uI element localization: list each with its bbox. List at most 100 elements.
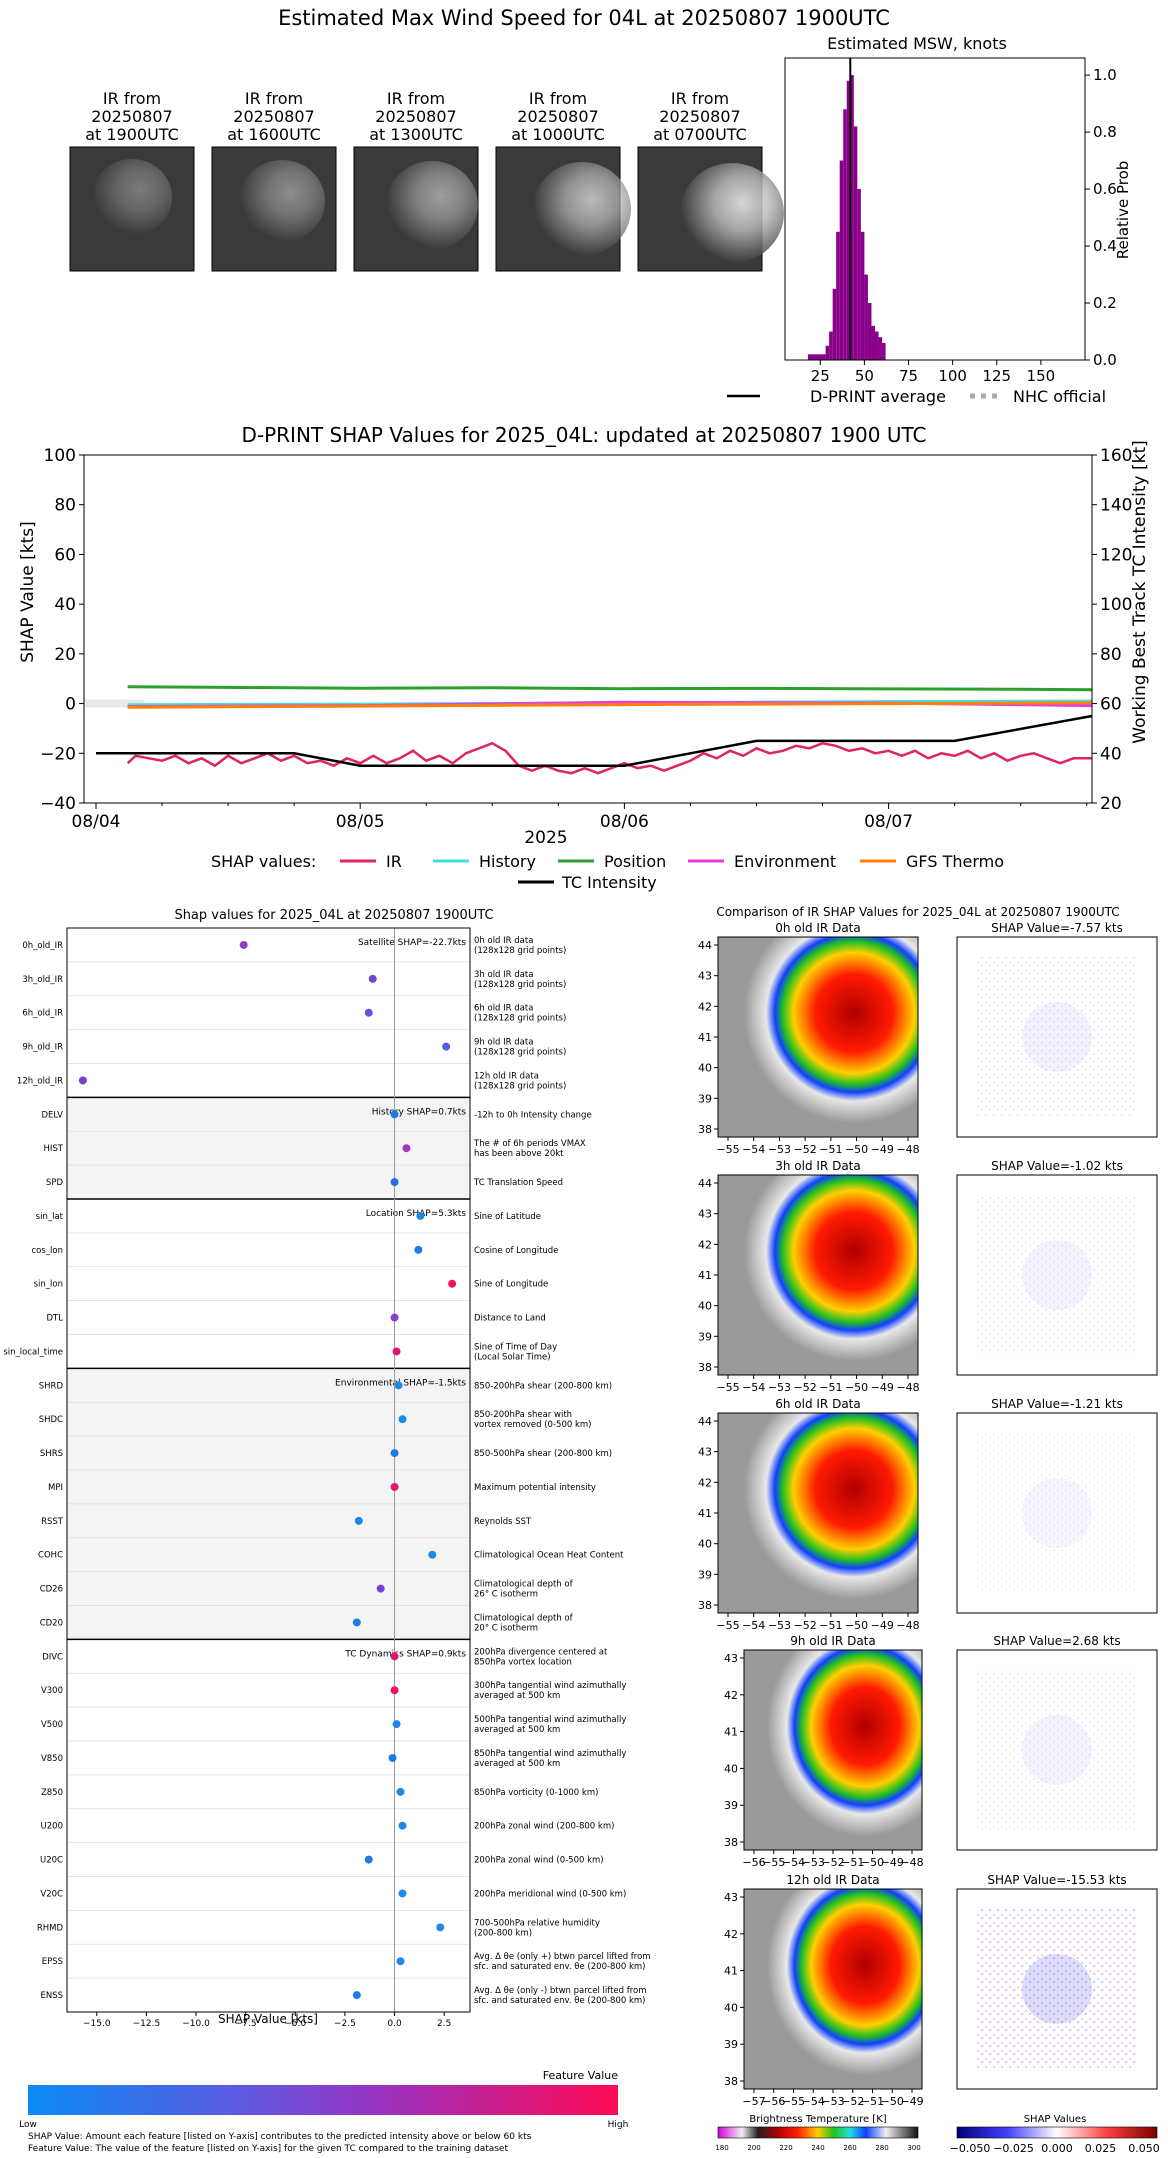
ir-xtick-label: −55 <box>716 1619 739 1632</box>
feature-description: 26° C isotherm <box>474 1590 538 1600</box>
histogram-ytick-label: 1.0 <box>1093 66 1117 84</box>
ir-ytick-label: 43 <box>724 1652 738 1665</box>
ir-ytick-label: 40 <box>724 1762 738 1775</box>
feature-description: (128x128 grid points) <box>474 1048 566 1058</box>
ir-xtick-label: −52 <box>841 2095 864 2108</box>
timeseries-ytick-label: 40 <box>54 595 76 615</box>
feature-point <box>398 1821 407 1830</box>
histogram-frame <box>784 57 1086 361</box>
ir-xtick-label: −57 <box>742 2095 765 2108</box>
ir-xtick-label: −50 <box>845 1143 868 1156</box>
ir-ytick-label: 38 <box>698 1599 712 1612</box>
timeseries-frame <box>83 454 1093 804</box>
scatter-xtick-label: −2.5 <box>334 2019 356 2029</box>
ir-ytick-label: 39 <box>698 1568 712 1581</box>
bt-tick-label: 300 <box>907 2144 920 2152</box>
timeseries-ytick-label: −20 <box>40 744 76 764</box>
feature-description: averaged at 500 km <box>474 1691 560 1701</box>
thumb-label-line1: IR from <box>245 89 303 108</box>
shap-panel-title: SHAP Value=-1.02 kts <box>991 1159 1123 1173</box>
feature-name: RHMD <box>37 1923 64 1933</box>
shap-panel-speckle <box>977 1670 1137 1830</box>
ir-ytick-label: 43 <box>724 1891 738 1904</box>
ir-xtick-label: −48 <box>896 1619 919 1632</box>
shap-panel-core <box>1022 1715 1092 1785</box>
shap-panel-core <box>1022 1240 1092 1310</box>
ir-ytick-label: 42 <box>698 1000 712 1013</box>
main-title: Estimated Max Wind Speed for 04L at 2025… <box>278 6 890 30</box>
group-title: Satellite SHAP=-22.7kts <box>358 938 466 948</box>
thumb-label-line3: at 1900UTC <box>85 125 179 144</box>
ir-ytick-label: 43 <box>698 970 712 983</box>
feature-point <box>368 974 377 983</box>
ir-xtick-label: −55 <box>716 1143 739 1156</box>
histogram-bar <box>822 354 826 360</box>
ir-xtick-label: −52 <box>794 1381 817 1394</box>
feature-description: (128x128 grid points) <box>474 1081 566 1091</box>
feature-description: Sine of Longitude <box>474 1280 548 1290</box>
group-title: History SHAP=0.7kts <box>372 1107 467 1117</box>
histogram-bar <box>832 288 837 360</box>
timeseries-ytick-right-label: 100 <box>1100 595 1132 615</box>
ir-xtick-label: −55 <box>762 1856 785 1869</box>
timeseries-xlabel: 2025 <box>524 828 567 848</box>
ir-xtick-label: −53 <box>768 1619 791 1632</box>
ir-xtick-label: −54 <box>742 1381 765 1394</box>
shap-tick-label: 0.025 <box>1085 2142 1117 2155</box>
ir-xtick-label: −49 <box>871 1143 894 1156</box>
feature-point <box>394 1381 403 1390</box>
timeseries-ytick-right-label: 120 <box>1100 545 1132 565</box>
ir-xtick-label: −54 <box>742 1143 765 1156</box>
feature-description: 850hPa vortex location <box>474 1657 572 1667</box>
thumb-label-line1: IR from <box>387 89 445 108</box>
timeseries-ylabel: SHAP Value [kts] <box>18 521 38 663</box>
feature-description: Climatological depth of <box>474 1580 574 1590</box>
histogram-ytick-label: 0.8 <box>1093 123 1117 141</box>
scatter-xtick-label: −12.5 <box>133 2019 161 2029</box>
shap-panel-title: SHAP Value=2.68 kts <box>993 1634 1120 1648</box>
feature-point <box>392 1347 401 1356</box>
ir-ytick-label: 43 <box>698 1208 712 1221</box>
thumb-label-line1: IR from <box>529 89 587 108</box>
bt-tick-label: 240 <box>811 2144 824 2152</box>
series-gfs-thermo <box>127 701 1093 709</box>
ir-xtick-label: −50 <box>861 1856 884 1869</box>
ir-xtick-label: −51 <box>819 1619 842 1632</box>
shap-values-colorbar: SHAP Values −0.050 −0.025 0.000 0.025 0.050 <box>950 2114 1160 2155</box>
feature-name: ENSS <box>40 1991 63 2001</box>
histogram-xtick-label: 50 <box>855 367 874 385</box>
histogram-bar <box>853 126 858 361</box>
ir-xtick-label: −52 <box>821 1856 844 1869</box>
feature-name: V500 <box>41 1720 63 1730</box>
thumb-label-line3: at 1000UTC <box>511 125 605 144</box>
histogram-bar <box>846 80 851 360</box>
feature-name: CD20 <box>40 1618 63 1628</box>
feature-name: 9h_old_IR <box>22 1043 63 1053</box>
bt-tick-label: 280 <box>875 2144 888 2152</box>
feature-point <box>364 1855 373 1864</box>
timeseries-ytick-label: 0 <box>65 695 76 715</box>
ir-xtick-label: −49 <box>900 2095 923 2108</box>
shap-panel-core <box>1022 1002 1092 1072</box>
feature-point <box>392 1720 401 1729</box>
feature-point <box>428 1550 437 1559</box>
histogram-bar <box>839 160 844 360</box>
histogram-title: Estimated MSW, knots <box>827 34 1007 53</box>
shap-feature-scatter: Shap values for 2025_04L at 20250807 190… <box>3 908 650 2029</box>
shap-colorbar-gradient <box>956 2126 1158 2139</box>
feature-name: 6h_old_IR <box>22 1009 63 1019</box>
feature-name: COHC <box>38 1551 63 1561</box>
shap-tick-label: 0.000 <box>1041 2142 1073 2155</box>
feature-point <box>239 940 248 949</box>
shap-panel-core <box>1022 1954 1092 2024</box>
timeseries-ytick-right-label: 20 <box>1100 794 1122 814</box>
ir-xtick-label: −53 <box>768 1143 791 1156</box>
feature-name: DIVC <box>42 1652 63 1662</box>
bt-colorbar-title: Brightness Temperature [K] <box>749 2114 886 2125</box>
feature-name: V850 <box>41 1754 63 1764</box>
ir-panel-storm <box>744 1889 922 2089</box>
thumb-cloud <box>533 162 631 256</box>
histogram-bar <box>875 331 879 360</box>
timeseries-ytick-label: 20 <box>54 645 76 665</box>
feature-name: sin_lat <box>36 1212 64 1222</box>
